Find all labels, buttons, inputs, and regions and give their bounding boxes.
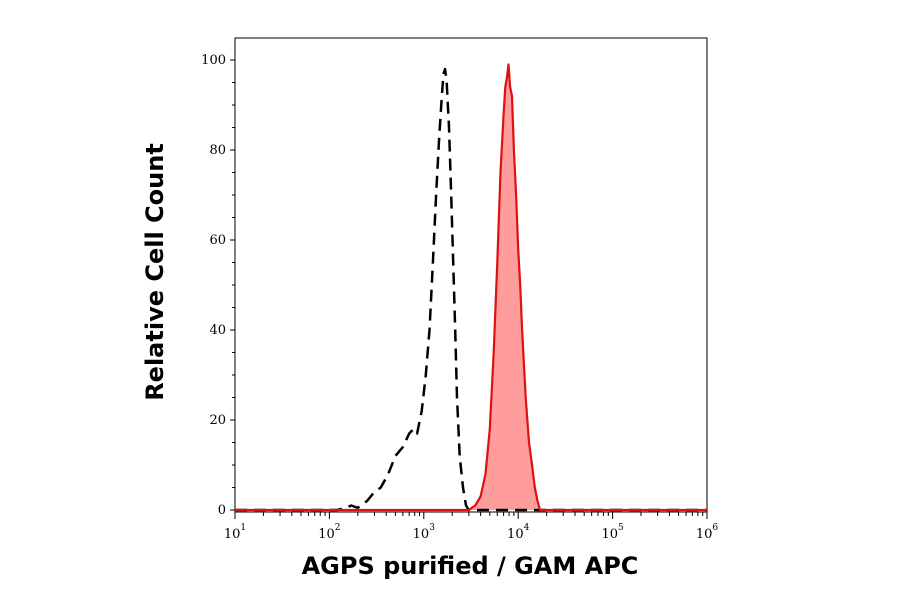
y-tick-label: 20 — [209, 413, 226, 428]
y-tick-label: 40 — [209, 323, 226, 338]
x-tick-label: 102 — [318, 523, 340, 542]
x-tick-label: 104 — [507, 523, 530, 542]
x-tick-label: 106 — [696, 523, 719, 542]
x-tick-label: 101 — [224, 523, 246, 542]
plot-frame — [234, 37, 708, 513]
y-tick-label: 0 — [218, 503, 226, 518]
y-axis-title: Relative Cell Count — [141, 143, 169, 401]
x-tick-label: 103 — [413, 523, 436, 542]
x-tick-label: 105 — [601, 523, 624, 542]
y-tick-label: 100 — [201, 53, 226, 68]
y-tick-label: 60 — [209, 233, 226, 248]
y-tick-label: 80 — [209, 143, 226, 158]
series-line-1 — [235, 63, 707, 512]
series-line-0 — [235, 67, 707, 512]
series-fill-1 — [235, 64, 707, 510]
x-axis-title: AGPS purified / GAM APC — [302, 552, 639, 580]
